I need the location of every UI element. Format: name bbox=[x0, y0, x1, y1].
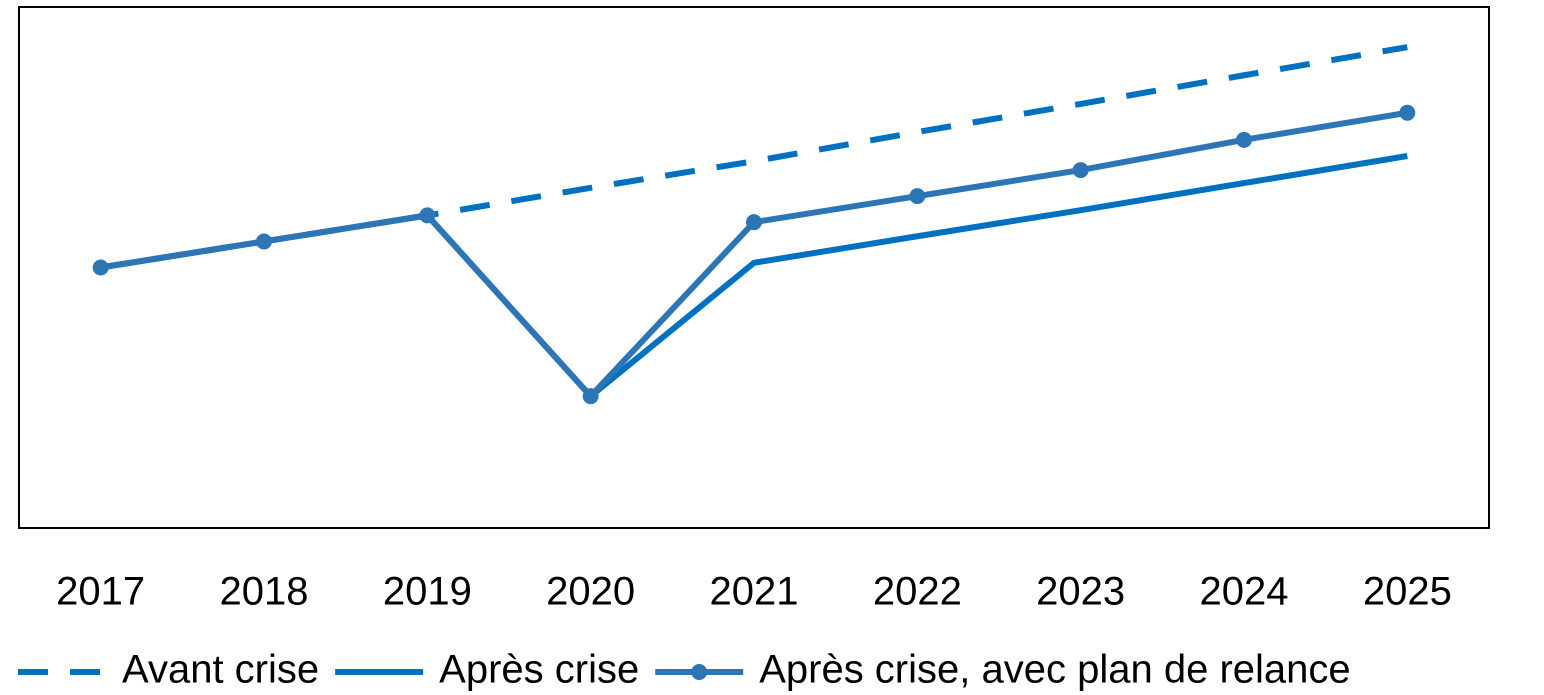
plot-area bbox=[18, 6, 1490, 529]
legend-label: Après crise bbox=[439, 648, 639, 692]
series-marker bbox=[92, 259, 109, 276]
x-tick-label: 2018 bbox=[220, 570, 309, 614]
series-marker bbox=[909, 188, 926, 205]
series-marker bbox=[256, 233, 272, 250]
legend-label: Avant crise bbox=[122, 648, 319, 692]
x-tick-label: 2023 bbox=[1036, 570, 1125, 614]
x-tick-label: 2025 bbox=[1363, 570, 1452, 614]
x-tick-label: 2017 bbox=[56, 570, 145, 614]
series-marker bbox=[1236, 131, 1252, 148]
legend-marker bbox=[691, 664, 708, 680]
x-tick-label: 2022 bbox=[873, 570, 962, 614]
series-marker bbox=[746, 214, 762, 231]
x-tick-label: 2021 bbox=[710, 570, 799, 614]
x-tick-label: 2020 bbox=[546, 570, 635, 614]
series-marker bbox=[582, 388, 599, 405]
x-tick-label: 2024 bbox=[1200, 570, 1289, 614]
legend-label: Après crise, avec plan de relance bbox=[759, 648, 1350, 692]
series-marker bbox=[1072, 162, 1089, 179]
series-marker bbox=[419, 207, 436, 224]
x-tick-label: 2019 bbox=[383, 570, 472, 614]
series-marker bbox=[1399, 104, 1416, 121]
